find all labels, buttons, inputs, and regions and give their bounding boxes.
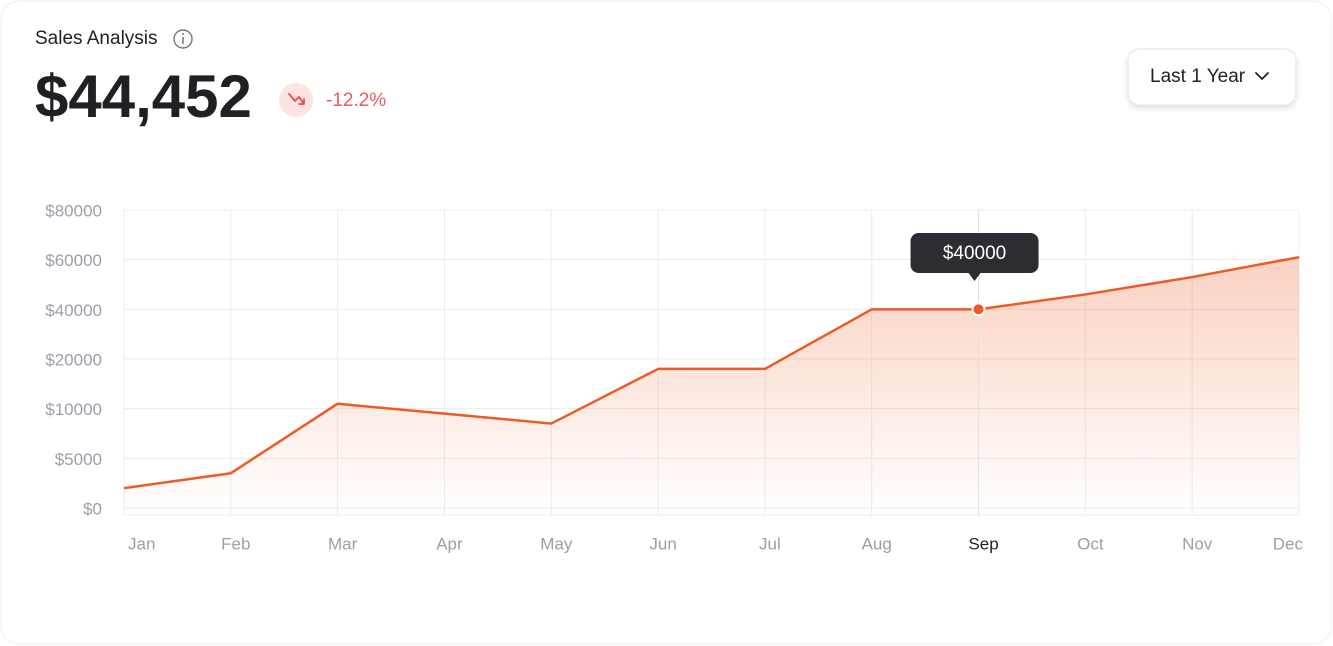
x-tick-label: Nov: [1182, 534, 1213, 553]
point: [971, 302, 986, 317]
x-tick-label: Sep: [968, 534, 998, 553]
x-tick-label: Mar: [328, 534, 358, 553]
y-tick-label: $10000: [45, 400, 102, 419]
tooltip-label: $40000: [943, 243, 1006, 264]
change-value: -12.2%: [326, 90, 386, 111]
x-tick-label: Apr: [436, 534, 463, 553]
line: [123, 255, 1300, 490]
y-tick-label: $5000: [55, 450, 102, 469]
range-label[interactable]: Last 1 Year: [1150, 66, 1246, 87]
y-tick-label: $80000: [45, 201, 102, 220]
y-tick-label: $40000: [45, 301, 102, 320]
trend-badge: [279, 83, 313, 117]
y-tick-label: $60000: [45, 251, 102, 270]
x-tick-label: Feb: [221, 534, 250, 553]
tooltip-box: [910, 233, 1039, 281]
x-tick-label: Jun: [649, 534, 676, 553]
x-tick-label: Oct: [1077, 534, 1104, 553]
info-icon[interactable]: [173, 29, 193, 49]
area: [124, 257, 1299, 515]
x-tick-label: May: [540, 534, 573, 553]
x-tick-label: Jul: [759, 534, 781, 553]
x-tick-label: Jan: [128, 534, 155, 553]
x-tick-label: Aug: [862, 534, 892, 553]
y-tick-label: $0: [83, 499, 102, 518]
x-tick-label: Dec: [1273, 534, 1304, 553]
range-dropdown[interactable]: Last 1 Year: [1127, 48, 1297, 106]
card-title: Sales Analysis: [35, 28, 158, 49]
total-value: $44,452: [35, 63, 252, 130]
y-tick-label: $20000: [45, 350, 102, 369]
